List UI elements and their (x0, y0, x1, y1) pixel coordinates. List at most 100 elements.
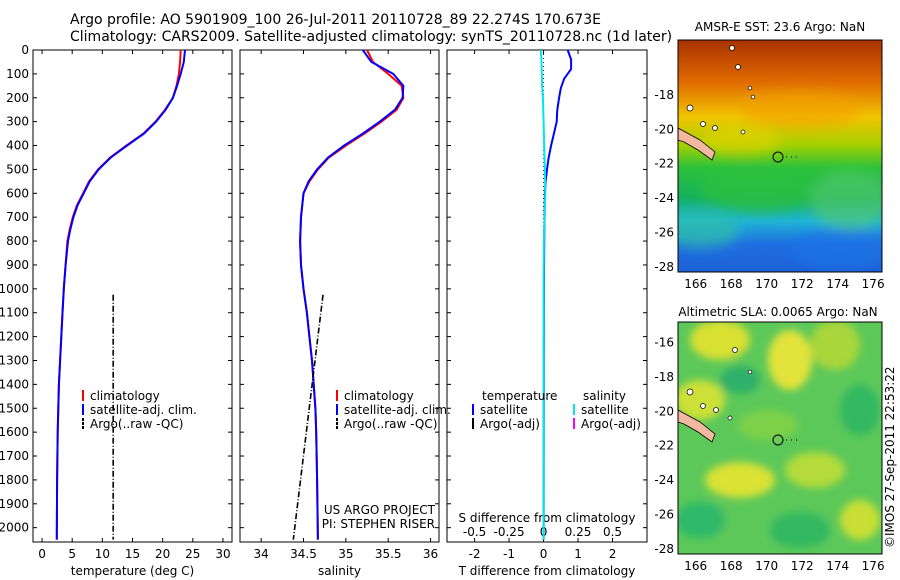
y-tick-label: 500 (6, 162, 29, 176)
map-x-tick-label: 174 (826, 277, 849, 291)
sst-map-title: AMSR-E SST: 23.6 Argo: NaN (695, 20, 865, 34)
legend-label: satellite-adj. clim. (344, 403, 451, 417)
x-tick-label: 2 (609, 547, 617, 561)
map-x-tick-label: 174 (826, 559, 849, 573)
x-tick-label: 30 (215, 547, 230, 561)
figure-title-line2: Climatology: CARS2009. Satellite-adjuste… (70, 29, 673, 45)
y-tick-label: 1900 (0, 497, 29, 511)
y-tick-label: 900 (6, 258, 29, 272)
temperature-axes (32, 49, 233, 543)
x-tick-label: 34 (254, 547, 269, 561)
map-y-tick-label: -18 (654, 88, 674, 102)
series-line-argo-raw-qc- (292, 294, 324, 540)
y-tick-label: 0 (21, 43, 29, 57)
map-y-tick-label: -22 (654, 439, 674, 453)
map-x-tick-label: 170 (755, 559, 778, 573)
figure-title-line1: Argo profile: AO 5901909_100 26-Jul-2011… (70, 12, 601, 28)
x-axis-label: T difference from climatology (458, 564, 636, 578)
x2-tick-label: -0.5 (463, 525, 486, 539)
imos-timestamp: ©IMOS 27-Sep-2011 22:53:22 (883, 366, 897, 548)
map-y-tick-label: -24 (654, 191, 674, 205)
y-tick-label: 1400 (0, 377, 29, 391)
x-axis-label: temperature (deg C) (71, 564, 194, 578)
y-tick-label: 1000 (0, 282, 29, 296)
map-x-tick-label: 172 (791, 559, 814, 573)
x2-tick-label: -0.25 (494, 525, 525, 539)
map-x-tick-label: 166 (684, 559, 707, 573)
y-tick-label: 600 (6, 186, 29, 200)
x-tick-label: 34.5 (290, 547, 317, 561)
x-tick-label: 35 (338, 547, 353, 561)
x-tick-label: 0 (540, 547, 548, 561)
legend-label: satellite-adj. clim. (90, 403, 197, 417)
x2-tick-label: 0.5 (603, 525, 622, 539)
x-tick-label: 0 (38, 547, 46, 561)
y-tick-label: 1600 (0, 425, 29, 439)
map-x-tick-label: 168 (720, 277, 743, 291)
y-tick-label: 1800 (0, 473, 29, 487)
x-tick-label: 5 (68, 547, 76, 561)
map-y-tick-label: -24 (654, 473, 674, 487)
map-y-tick-label: -18 (654, 370, 674, 384)
x2-axis-label: S difference from climatology (459, 511, 636, 525)
y-tick-label: 2000 (0, 521, 29, 535)
legend-label: Argo(-adj) (581, 417, 641, 431)
map-y-tick-label: -28 (654, 260, 674, 274)
x-tick-label: -2 (469, 547, 481, 561)
map-x-tick-label: 172 (791, 277, 814, 291)
map-x-tick-label: 176 (862, 559, 885, 573)
map-y-tick-label: -20 (654, 404, 674, 418)
map-y-tick-label: -20 (654, 122, 674, 136)
x-tick-label: 36 (423, 547, 438, 561)
series-line-satellite (539, 49, 547, 540)
x-axis-label: salinity (318, 564, 361, 578)
legend-label: satellite (581, 403, 629, 417)
x-tick-label: 20 (155, 547, 170, 561)
map-y-tick-label: -28 (654, 542, 674, 556)
y-tick-label: 300 (6, 115, 29, 129)
project-annotation: PI: STEPHEN RISER (322, 517, 435, 531)
map-x-tick-label: 168 (720, 559, 743, 573)
x-tick-label: 1 (574, 547, 582, 561)
x-tick-label: 10 (95, 547, 110, 561)
map-x-tick-label: 176 (862, 277, 885, 291)
y-tick-label: 400 (6, 139, 29, 153)
legend-label: satellite (480, 403, 528, 417)
map-y-tick-label: -22 (654, 157, 674, 171)
legend-label: Argo(..raw -QC) (90, 417, 183, 431)
legend-label: climatology (344, 389, 414, 403)
x-tick-label: 35.5 (375, 547, 402, 561)
series-line-satellite-adj-clim- (55, 49, 186, 540)
salinity-axes (239, 49, 440, 543)
y-tick-label: 1500 (0, 401, 29, 415)
difference-axes (446, 49, 648, 543)
x-tick-label: -1 (503, 547, 515, 561)
sla-map (678, 322, 882, 554)
y-tick-label: 1700 (0, 449, 29, 463)
map-y-tick-label: -16 (654, 336, 674, 350)
sst-map (678, 40, 882, 272)
x-tick-label: 25 (185, 547, 200, 561)
y-tick-label: 100 (6, 67, 29, 81)
map-x-tick-label: 166 (684, 277, 707, 291)
legend-label: temperature (482, 389, 557, 403)
map-x-tick-label: 170 (755, 277, 778, 291)
y-tick-label: 1100 (0, 306, 29, 320)
legend-label: climatology (90, 389, 160, 403)
legend-label: Argo(..raw -QC) (344, 417, 437, 431)
legend-label: salinity (583, 389, 626, 403)
series-line-satellite-adj-clim- (299, 49, 405, 540)
map-y-tick-label: -26 (654, 507, 674, 521)
map-y-tick-label: -26 (654, 225, 674, 239)
y-tick-label: 200 (6, 91, 29, 105)
x2-tick-label: 0.25 (565, 525, 592, 539)
y-tick-label: 700 (6, 210, 29, 224)
legend-label: Argo(-adj) (480, 417, 540, 431)
project-annotation: US ARGO PROJECT (324, 503, 436, 517)
y-tick-label: 1300 (0, 353, 29, 367)
y-tick-label: 800 (6, 234, 29, 248)
y-tick-label: 1200 (0, 330, 29, 344)
x-tick-label: 15 (125, 547, 140, 561)
sla-map-title: Altimetric SLA: 0.0065 Argo: NaN (678, 305, 877, 319)
